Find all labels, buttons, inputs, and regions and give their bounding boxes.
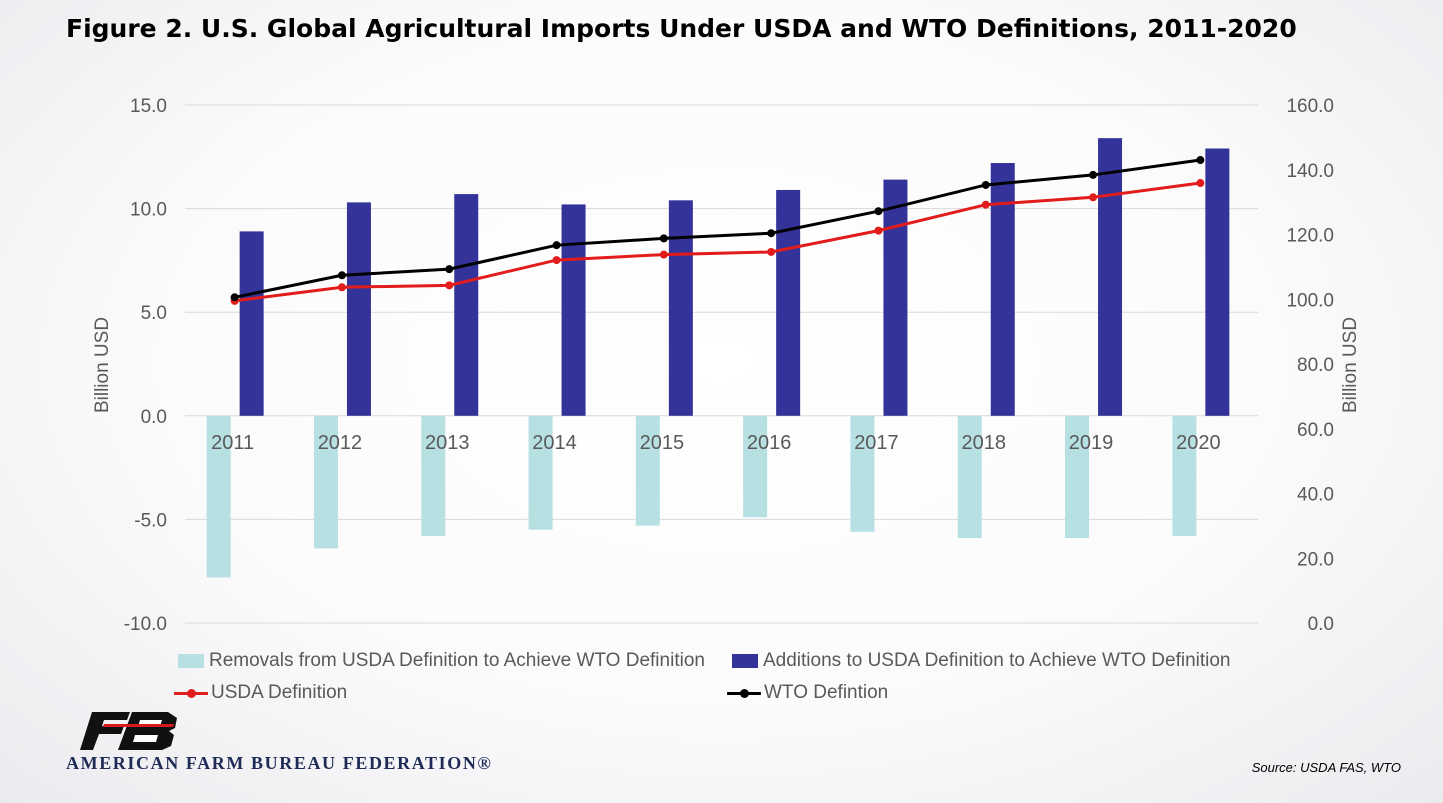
legend-label-wto: WTO Defintion — [764, 682, 889, 703]
bar-additions — [346, 202, 371, 416]
bar-additions — [1205, 148, 1230, 416]
point-wto — [1089, 170, 1098, 179]
bar-series — [206, 138, 1230, 578]
point-wto — [981, 180, 990, 189]
point-wto — [445, 265, 454, 274]
grid-lines — [185, 104, 1258, 624]
category-label: 2017 — [854, 432, 899, 454]
bar-removals — [421, 415, 446, 536]
bar-additions — [561, 204, 586, 416]
right-tick-label: 60.0 — [1297, 420, 1334, 441]
afbf-logo-text: AMERICAN FARM BUREAU FEDERATION® — [66, 753, 493, 773]
bar-removals — [1065, 415, 1090, 539]
category-label: 2020 — [1176, 432, 1221, 454]
line-series — [230, 156, 1205, 305]
bar-additions — [454, 194, 479, 416]
category-label: 2016 — [747, 432, 792, 454]
right-tick-label: 100.0 — [1286, 290, 1334, 311]
legend-swatch-wto — [727, 688, 761, 698]
bar-removals — [850, 415, 875, 532]
left-axis-title: Billion USD — [92, 317, 113, 413]
left-tick-label: 0.0 — [141, 407, 167, 428]
bar-removals — [743, 415, 768, 518]
right-tick-label: 40.0 — [1297, 485, 1334, 506]
right-tick-label: 0.0 — [1308, 614, 1334, 635]
chart-title: Figure 2. U.S. Global Agricultural Impor… — [66, 14, 1297, 43]
right-tick-label: 80.0 — [1297, 355, 1334, 376]
point-usda — [1196, 179, 1205, 188]
point-wto — [230, 293, 239, 302]
bar-additions — [990, 163, 1015, 416]
point-wto — [767, 229, 776, 238]
point-usda — [337, 283, 346, 292]
legend-item-removals: Removals from USDA Definition to Achieve… — [178, 650, 705, 672]
bar-removals — [635, 415, 660, 526]
category-label: 2011 — [211, 432, 254, 454]
category-label: 2015 — [640, 432, 685, 454]
right-axis-ticks: 160.0 140.0 120.0 100.0 80.0 60.0 40.0 20.0 0.0 — [1286, 96, 1334, 635]
category-label: 2012 — [318, 432, 363, 454]
legend-label-removals: Removals from USDA Definition to Achieve… — [209, 650, 705, 671]
line-wto — [234, 158, 1201, 299]
point-usda — [445, 281, 454, 290]
bar-removals — [206, 415, 231, 578]
point-usda — [981, 200, 990, 209]
legend-swatch-usda — [174, 688, 208, 698]
left-tick-label: 10.0 — [130, 200, 167, 221]
line-usda — [234, 181, 1201, 303]
source-note: Source: USDA FAS, WTO — [1251, 760, 1401, 775]
point-usda — [1089, 193, 1098, 202]
right-tick-label: 160.0 — [1286, 96, 1334, 117]
bar-additions — [239, 231, 264, 416]
bar-additions — [776, 189, 801, 416]
point-usda — [767, 247, 776, 256]
left-tick-label: 5.0 — [141, 303, 167, 324]
category-labels: 2011 2012 2013 2014 2015 2016 2017 2018 2019 2020 — [211, 432, 1220, 454]
point-usda — [874, 226, 883, 235]
right-tick-label: 120.0 — [1286, 226, 1334, 247]
legend-item-additions: Additions to USDA Definition to Achieve … — [732, 650, 1231, 672]
bar-additions — [1098, 138, 1123, 416]
bar-removals — [313, 415, 338, 549]
left-tick-label: 15.0 — [130, 96, 167, 117]
legend-label-usda: USDA Definition — [211, 682, 348, 703]
afbf-logo: AMERICAN FARM BUREAU FEDERATION® — [66, 712, 526, 782]
right-tick-label: 140.0 — [1286, 161, 1334, 182]
legend-label-additions: Additions to USDA Definition to Achieve … — [763, 650, 1231, 671]
point-wto — [1196, 156, 1205, 165]
point-wto — [659, 234, 668, 243]
legend-swatch-removals — [178, 654, 204, 668]
category-label: 2013 — [425, 432, 470, 454]
category-label: 2014 — [532, 432, 577, 454]
point-wto — [337, 271, 346, 280]
point-wto — [552, 241, 561, 250]
legend-item-wto: WTO Defintion — [727, 682, 888, 704]
afbf-logo-mark — [80, 712, 177, 750]
bar-removals — [1172, 415, 1197, 536]
right-axis-title: Billion USD — [1340, 317, 1361, 413]
legend-item-usda: USDA Definition — [174, 682, 347, 704]
bar-additions — [883, 179, 908, 416]
legend-swatch-additions — [732, 654, 758, 668]
bar-removals — [528, 415, 553, 530]
category-label: 2019 — [1069, 432, 1114, 454]
bar-additions — [668, 200, 693, 416]
point-usda — [552, 256, 561, 265]
right-tick-label: 20.0 — [1297, 549, 1334, 570]
point-usda — [659, 250, 668, 259]
left-tick-label: -10.0 — [124, 614, 167, 635]
left-axis-ticks: 15.0 10.0 5.0 0.0 -5.0 -10.0 — [124, 96, 167, 635]
point-wto — [874, 207, 883, 216]
category-label: 2018 — [962, 432, 1007, 454]
left-tick-label: -5.0 — [134, 510, 167, 531]
bar-removals — [957, 415, 982, 539]
